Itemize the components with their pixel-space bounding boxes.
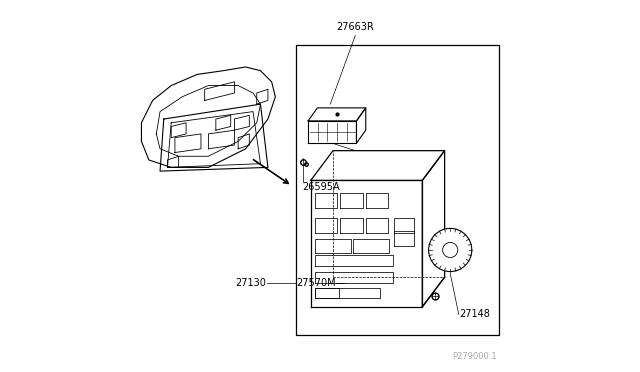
Text: 27130: 27130 <box>235 278 266 288</box>
Circle shape <box>429 228 472 272</box>
Text: 27663R: 27663R <box>337 22 374 32</box>
Text: 26595A: 26595A <box>302 182 340 192</box>
Text: P279000.1: P279000.1 <box>452 352 497 361</box>
Bar <box>296 45 499 335</box>
Text: 27148: 27148 <box>460 310 490 319</box>
Text: 27570M—: 27570M— <box>296 278 346 288</box>
